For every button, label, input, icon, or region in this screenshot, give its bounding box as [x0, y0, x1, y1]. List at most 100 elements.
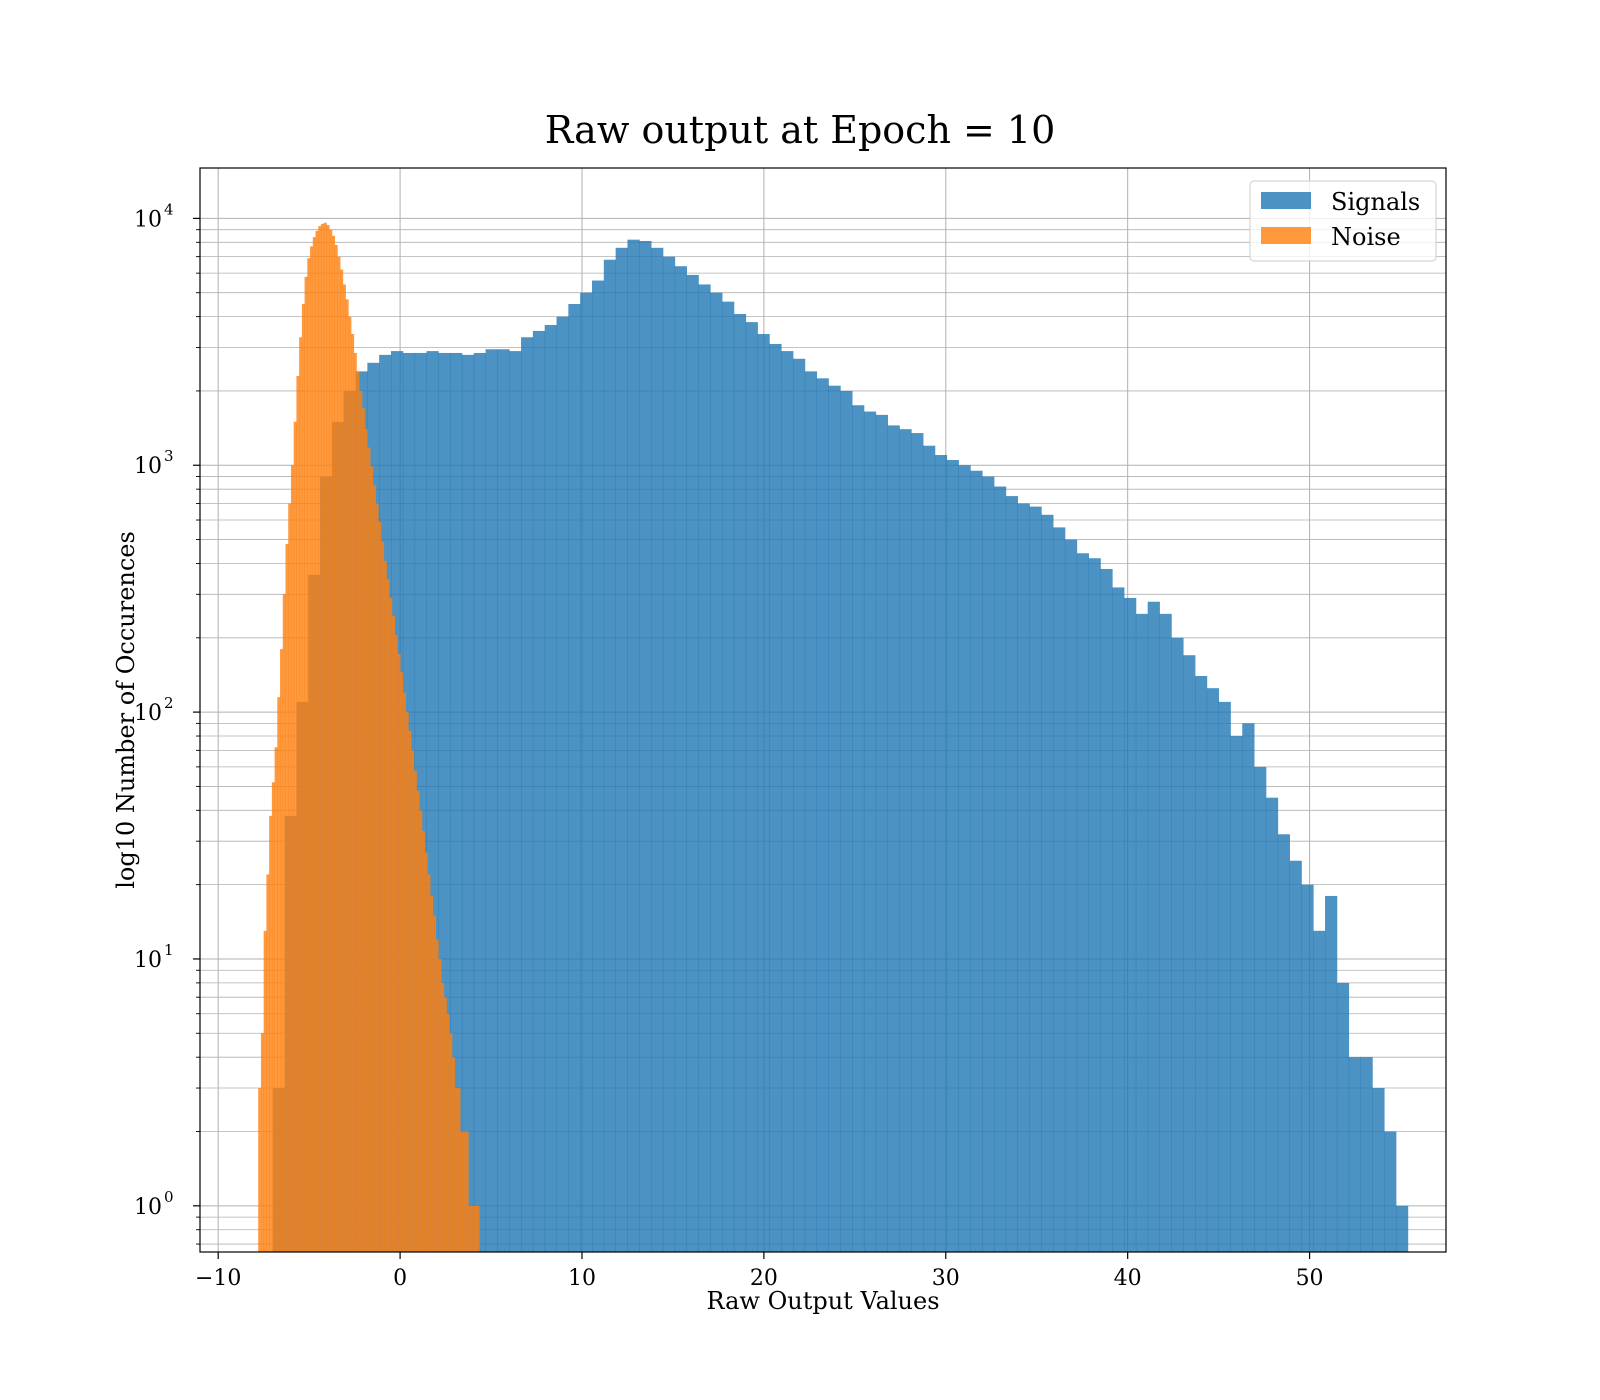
histogram-bar-noise — [460, 1131, 464, 1252]
histogram-bar-noise — [427, 874, 431, 1252]
histogram-bar-signals — [970, 470, 983, 1252]
legend-swatch-signals — [1261, 192, 1311, 209]
histogram-bar-signals — [1147, 601, 1160, 1252]
histogram-bar-signals — [603, 259, 617, 1253]
histogram-bar-signals — [1183, 655, 1196, 1252]
histogram-bar-noise — [432, 915, 436, 1252]
histogram-bar-signals — [1301, 884, 1314, 1252]
histogram-bar-noise — [449, 1033, 453, 1252]
histogram-bar-noise — [370, 466, 374, 1253]
histogram-bar-signals — [509, 351, 522, 1252]
histogram-bar-noise — [356, 371, 360, 1252]
y-tick-label: 10 — [134, 948, 162, 973]
histogram-bar-noise — [290, 465, 295, 1252]
y-tick-label: 10 — [134, 1195, 162, 1220]
histogram-bar-signals — [450, 352, 463, 1252]
y-tick-label: 10 — [134, 701, 162, 726]
histogram-bar-noise — [340, 269, 344, 1252]
histogram-bar-signals — [792, 358, 806, 1252]
histogram-bar-signals — [1171, 637, 1184, 1252]
histogram-bar-noise — [394, 635, 398, 1252]
histogram-bar-noise — [435, 939, 439, 1252]
y-tick-label: 10 — [134, 207, 162, 232]
histogram-bar-noise — [419, 810, 423, 1252]
histogram-bar-signals — [1348, 1057, 1361, 1252]
histogram-bar-noise — [367, 447, 371, 1252]
histogram-bar-noise — [258, 1088, 262, 1252]
histogram-bar-signals — [485, 349, 498, 1252]
histogram-bar-signals — [1325, 895, 1338, 1252]
histogram-bar-signals — [1029, 506, 1042, 1252]
histogram-bar-noise — [299, 337, 303, 1252]
histogram-bar-noise — [260, 1033, 265, 1252]
histogram-bar-noise — [337, 256, 341, 1252]
histogram-bar-signals — [698, 284, 711, 1252]
histogram-bar-noise — [457, 1088, 461, 1252]
histogram-bar-noise — [274, 747, 278, 1252]
x-tick-label: 20 — [750, 1266, 778, 1291]
histogram-bar-noise — [296, 375, 300, 1252]
histogram-bar-noise — [378, 521, 382, 1252]
histogram-bar-signals — [982, 476, 995, 1252]
histogram-bar-noise — [348, 316, 352, 1253]
histogram-bar-noise — [443, 997, 447, 1252]
histogram-bar-signals — [911, 433, 924, 1252]
histogram-bar-signals — [852, 405, 865, 1253]
histogram-bar-signals — [556, 316, 569, 1253]
histogram-bar-noise — [280, 649, 284, 1252]
y-tick-label-exponent: 0 — [164, 1188, 174, 1206]
histogram-bar-noise — [411, 750, 415, 1252]
histogram-bar-signals — [1277, 834, 1290, 1252]
histogram-bar-signals — [1112, 587, 1125, 1252]
y-axis-label: log10 Number of Occurences — [112, 531, 140, 889]
histogram-bar-signals — [1254, 766, 1267, 1252]
histogram-bar-noise — [323, 222, 327, 1253]
histogram-bar-noise — [310, 246, 314, 1252]
histogram-bar-noise — [301, 303, 305, 1252]
histogram-bar-noise — [476, 1205, 480, 1252]
histogram-bar-noise — [372, 485, 376, 1252]
histogram-bar-signals — [863, 411, 877, 1252]
histogram-bar-noise — [413, 770, 417, 1252]
histogram-bar-signals — [1218, 701, 1231, 1252]
y-tick-label-exponent: 2 — [164, 694, 174, 712]
histogram-bar-signals — [1005, 496, 1019, 1253]
histogram-bar-signals — [461, 354, 475, 1252]
histogram-bar-signals — [781, 351, 794, 1252]
histogram-bar-signals — [473, 352, 486, 1252]
histogram-bar-noise — [266, 874, 270, 1252]
histogram-bar-noise — [400, 672, 404, 1252]
histogram-bar-signals — [497, 349, 510, 1252]
histogram-bar-signals — [1017, 503, 1030, 1253]
histogram-bar-signals — [769, 343, 782, 1253]
histogram-bar-signals — [745, 322, 758, 1252]
y-tick-label-exponent: 1 — [164, 941, 174, 959]
histogram-bar-signals — [1384, 1131, 1397, 1252]
histogram-bar-signals — [757, 334, 770, 1252]
x-tick-label: 0 — [393, 1266, 407, 1291]
histogram-bar-noise — [438, 958, 442, 1252]
histogram-bar-signals — [958, 465, 971, 1252]
histogram-bar-noise — [408, 730, 412, 1252]
x-tick-label: 30 — [932, 1266, 960, 1291]
histogram-bar-noise — [462, 1131, 466, 1252]
histogram-bar-noise — [329, 229, 333, 1253]
histogram-bar-signals — [1124, 597, 1137, 1252]
histogram-bar-noise — [380, 541, 385, 1252]
histogram-bar-signals — [521, 337, 534, 1252]
histogram-bar-signals — [899, 429, 912, 1252]
histogram-bar-signals — [923, 445, 936, 1252]
histogram-bar-signals — [627, 239, 640, 1253]
chart-title: Raw output at Epoch = 10 — [545, 108, 1056, 152]
histogram-bar-noise — [320, 223, 325, 1252]
histogram-bar-noise — [454, 1088, 458, 1252]
histogram-bar-noise — [282, 594, 286, 1252]
histogram-bar-signals — [722, 301, 735, 1252]
histogram-bar-noise — [293, 421, 297, 1252]
histogram-bar-noise — [430, 895, 434, 1252]
histogram-bar-signals — [686, 274, 699, 1253]
histogram-bar-noise — [263, 930, 267, 1252]
x-axis-label: Raw Output Values — [706, 1287, 939, 1315]
histogram-bar-signals — [651, 247, 664, 1253]
histogram-bar-noise — [269, 815, 273, 1252]
